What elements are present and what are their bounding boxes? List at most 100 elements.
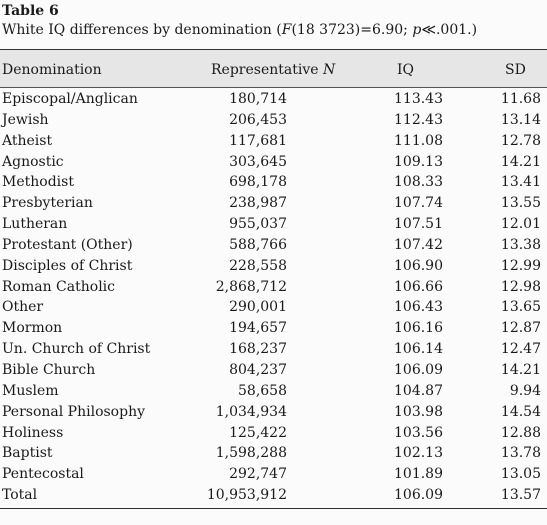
cell-representative-n: 2,868,712 [215, 278, 287, 295]
cell-iq: 113.43 [394, 91, 443, 107]
caption-f-symbol: F [281, 22, 292, 38]
table-row: Personal Philosophy 1,034,934 103.98 14.54 [0, 402, 547, 423]
cell-denomination: Methodist [2, 174, 74, 191]
cell-iq: 103.56 [394, 424, 443, 441]
cell-iq: 111.08 [394, 132, 443, 149]
table-row: Jewish 206,453 112.43 13.14 [0, 110, 547, 131]
table-body: Episcopal/Anglican 180,714 113.43 11.68 Jewi… [0, 89, 547, 506]
cell-representative-n: 292,747 [229, 466, 287, 483]
table-label: Table 6 [2, 3, 59, 19]
cell-sd: 14.54 [500, 403, 541, 420]
cell-sd: 13.41 [500, 174, 541, 191]
cell-sd: 13.14 [500, 111, 541, 128]
cell-sd: 9.94 [509, 382, 541, 399]
caption-p-symbol: p [412, 22, 422, 38]
table-row: Other 290,001 106.43 13.65 [0, 297, 547, 318]
header-denomination: Denomination [2, 62, 102, 78]
cell-denomination: Total [2, 487, 38, 504]
header-representative-n: Representative N [211, 62, 335, 78]
cell-iq: 107.42 [394, 236, 443, 253]
cell-representative-n: 117,681 [229, 132, 287, 149]
cell-iq: 106.90 [394, 257, 443, 274]
cell-representative-n: 955,037 [229, 216, 287, 233]
cell-iq: 106.16 [394, 320, 443, 337]
cell-iq: 107.51 [394, 216, 443, 233]
cell-denomination: Un. Church of Christ [2, 341, 151, 358]
cell-sd: 13.78 [500, 445, 541, 462]
cell-iq: 106.09 [394, 361, 443, 378]
table-row: Disciples of Christ 228,558 106.90 12.99 [0, 256, 547, 277]
cell-denomination: Protestant (Other) [2, 236, 133, 253]
cell-denomination: Personal Philosophy [2, 403, 145, 420]
cell-sd: 13.05 [500, 466, 541, 483]
cell-sd: 12.87 [500, 320, 541, 337]
cell-representative-n: 125,422 [229, 424, 287, 441]
cell-denomination: Episcopal/Anglican [2, 91, 138, 107]
header-sd: SD [505, 62, 526, 78]
cell-iq: 106.14 [394, 341, 443, 358]
cell-sd: 12.88 [500, 424, 541, 441]
cell-representative-n: 1,034,934 [215, 403, 287, 420]
table-row: Total 10,953,912 106.09 13.57 [0, 485, 547, 506]
cell-iq: 104.87 [394, 382, 443, 399]
cell-sd: 13.38 [500, 236, 541, 253]
cell-representative-n: 206,453 [229, 111, 287, 128]
cell-denomination: Baptist [2, 445, 53, 462]
caption-text-start: White IQ differences by denomination ( [2, 22, 282, 38]
cell-sd: 12.99 [500, 257, 541, 274]
cell-sd: 13.55 [500, 195, 541, 212]
cell-representative-n: 10,953,912 [206, 487, 287, 504]
cell-representative-n: 588,766 [229, 236, 287, 253]
header-n-label: Representative [211, 62, 323, 78]
table-row: Methodist 698,178 108.33 13.41 [0, 172, 547, 193]
cell-representative-n: 194,657 [229, 320, 287, 337]
cell-denomination: Atheist [2, 132, 53, 149]
cell-denomination: Roman Catholic [2, 278, 115, 295]
caption-p-value: ≪.001.) [421, 22, 478, 38]
table-row: Bible Church 804,237 106.09 14.21 [0, 360, 547, 381]
cell-iq: 103.98 [394, 403, 443, 420]
cell-denomination: Pentecostal [2, 466, 84, 483]
table-bottom-rule [0, 508, 547, 509]
cell-iq: 106.43 [394, 299, 443, 316]
cell-iq: 101.89 [394, 466, 443, 483]
table-row: Agnostic 303,645 109.13 14.21 [0, 152, 547, 173]
cell-denomination: Mormon [2, 320, 63, 337]
cell-denomination: Jewish [2, 111, 49, 128]
table-row: Atheist 117,681 111.08 12.78 [0, 131, 547, 152]
table-row: Holiness 125,422 103.56 12.88 [0, 423, 547, 444]
cell-representative-n: 698,178 [229, 174, 287, 191]
caption-f-stat: (18 3723)=6.90; [291, 22, 413, 38]
cell-iq: 108.33 [394, 174, 443, 191]
cell-sd: 11.68 [500, 91, 541, 107]
cell-representative-n: 238,987 [229, 195, 287, 212]
cell-denomination: Lutheran [2, 216, 68, 233]
cell-sd: 12.98 [500, 278, 541, 295]
header-iq: IQ [397, 62, 415, 78]
cell-sd: 14.21 [500, 153, 541, 170]
cell-sd: 12.78 [500, 132, 541, 149]
cell-sd: 13.65 [500, 299, 541, 316]
table-row: Protestant (Other) 588,766 107.42 13.38 [0, 235, 547, 256]
cell-sd: 12.01 [500, 216, 541, 233]
cell-denomination: Other [2, 299, 44, 316]
table-row: Baptist 1,598,288 102.13 13.78 [0, 443, 547, 464]
cell-representative-n: 1,598,288 [215, 445, 287, 462]
cell-iq: 109.13 [394, 153, 443, 170]
cell-iq: 106.66 [394, 278, 443, 295]
table-row: Mormon 194,657 106.16 12.87 [0, 318, 547, 339]
table-row: Muslem 58,658 104.87 9.94 [0, 381, 547, 402]
cell-representative-n: 290,001 [229, 299, 287, 316]
cell-representative-n: 180,714 [229, 91, 287, 107]
cell-sd: 12.47 [500, 341, 541, 358]
cell-representative-n: 58,658 [238, 382, 287, 399]
table-row: Presbyterian 238,987 107.74 13.55 [0, 193, 547, 214]
cell-iq: 112.43 [394, 111, 443, 128]
cell-representative-n: 168,237 [229, 341, 287, 358]
cell-iq: 106.09 [394, 487, 443, 504]
cell-iq: 102.13 [394, 445, 443, 462]
cell-sd: 13.57 [500, 487, 541, 504]
header-n-symbol: N [322, 62, 336, 78]
cell-denomination: Muslem [2, 382, 59, 399]
